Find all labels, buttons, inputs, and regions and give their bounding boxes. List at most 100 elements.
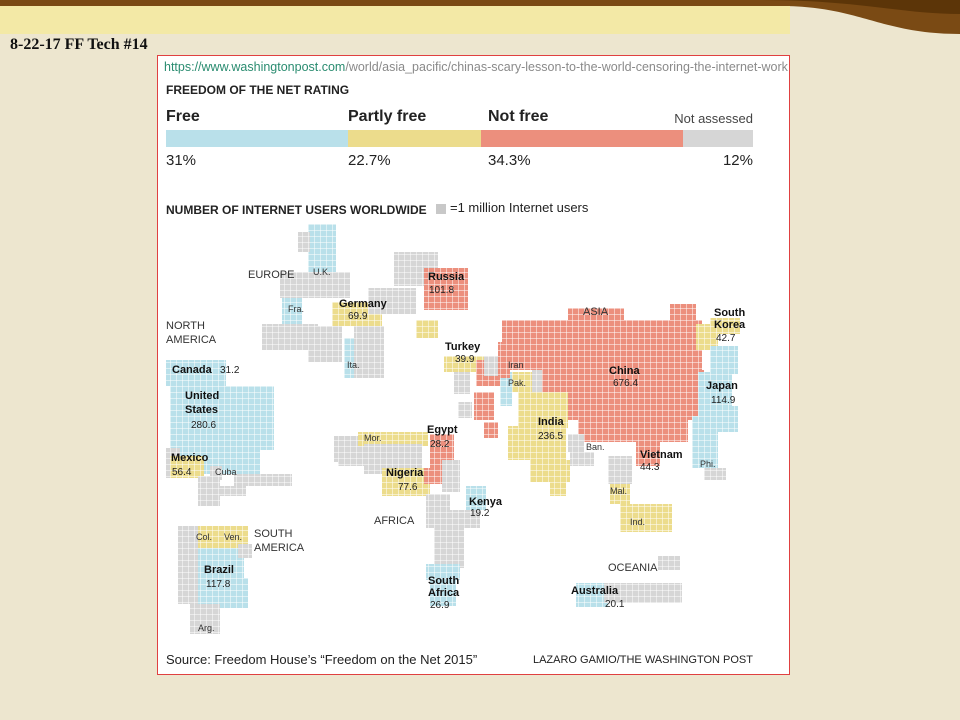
region-south-america-1: SOUTH [254,528,293,540]
value-us: 280.6 [191,420,216,431]
label-turkey: Turkey [445,341,481,353]
map-tile-grid [532,370,542,392]
url-text[interactable]: https://www.washingtonpost.com/world/asi… [164,60,788,74]
not-free-pct: 34.3% [488,152,531,169]
value-safrica: 26.9 [430,600,450,611]
value-nigeria: 77.6 [398,482,418,493]
map-tile-grid [216,486,246,496]
region-north-america-2: AMERICA [166,334,217,346]
rating-segment-1 [347,130,482,147]
map-tile-grid [308,224,336,274]
label-fra: Fra. [288,304,304,314]
url-path: /world/asia_pacific/chinas-scary-lesson-… [345,60,788,74]
map-tile-grid [434,528,464,568]
region-europe: EUROPE [248,269,294,281]
map-tile-grid [198,578,248,608]
map-tile-grid [430,580,456,606]
map-tile-grid [234,474,292,486]
label-mor: Mor. [364,433,382,443]
value-brazil: 117.8 [206,579,231,590]
map-tile-grid [568,308,624,322]
map-tile-grid [444,356,484,372]
region-south-america-2: AMERICA [254,542,305,554]
not-assessed-label: Not assessed [674,111,753,126]
map-tile-grid [718,406,738,432]
url-host: https://www.washingtonpost.com [164,60,346,74]
label-phi: Phi. [700,459,716,469]
rating-title: FREEDOM OF THE NET RATING [166,83,350,97]
map-tile-grid [210,466,222,480]
region-asia: ASIA [583,306,609,318]
map-tile-grid [658,556,680,570]
map-tile-grid [442,460,460,492]
rating-segment-0 [166,130,348,147]
label-egypt: Egypt [427,424,458,436]
map-tile-grid [704,468,726,480]
label-mal: Mal. [610,486,627,496]
map-tile-grid [338,450,364,466]
map-tile-grid [620,504,672,532]
label-safrica-1: South [428,575,459,587]
value-turkey: 39.9 [455,354,475,365]
tile-map: EUROPE NORTH AMERICA ASIA AFRICA SOUTH A… [166,224,746,634]
map-tile-grid [426,564,460,580]
region-north-america-1: NORTH [166,320,205,332]
label-ita: Ita. [347,360,360,370]
free-pct: 31% [166,152,197,169]
value-japan: 114.9 [711,395,736,406]
label-col: Col. [196,532,212,542]
label-cuba: Cuba [215,467,237,477]
value-canada: 31.2 [220,365,240,376]
map-tile-grid [610,484,630,504]
label-india: India [538,416,565,428]
label-germany: Germany [339,298,388,310]
label-japan: Japan [706,380,738,392]
rating-bar [166,130,753,147]
map-tile-grid [502,320,702,370]
map-tile-grid [238,544,252,558]
region-africa: AFRICA [374,515,415,527]
label-ind: Ind. [630,517,645,527]
value-mexico: 56.4 [172,467,192,478]
map-tile-grid [500,372,512,406]
label-ven: Ven. [224,532,242,542]
label-us-2: States [185,404,218,416]
map-tile-grid [178,526,200,604]
map-tile-grid [166,360,226,386]
label-china: China [609,365,640,377]
map-tile-grid [550,482,566,496]
value-china: 676.4 [613,378,638,389]
map-tile-grid [518,392,568,428]
article-screenshot: https://www.washingtonpost.com/world/asi… [157,55,790,675]
map-tile-grid [570,452,594,466]
value-australia: 20.1 [605,599,625,610]
map-tile-grid [426,494,450,528]
value-egypt: 28.2 [430,439,450,450]
map-tile-grid [710,346,738,374]
map-tile-grid [450,510,480,528]
map-tile-grid [170,456,204,478]
legend-text: =1 million Internet users [450,200,589,215]
map-tile-grid [354,326,384,378]
slide-header-band [0,0,960,34]
rating-segment-3 [682,130,753,147]
map-tile-grid [530,460,570,482]
credit-note: LAZARO GAMIO/THE WASHINGTON POST [532,654,753,666]
map-tile-grid [458,402,472,418]
value-germany: 69.9 [348,311,368,322]
label-us-1: United [185,390,219,402]
users-title: NUMBER OF INTERNET USERS WORLDWIDE [166,203,427,217]
map-tile-grid [454,372,470,394]
map-tile-grid [358,432,428,446]
map-tile-grid [424,268,468,310]
free-label: Free [166,108,200,125]
rating-segment-2 [481,130,683,147]
label-kenya: Kenya [469,496,503,508]
label-korea-2: Korea [714,319,746,331]
value-vietnam: 44.3 [640,462,660,473]
label-arg: Arg. [198,623,215,633]
source-note: Source: Freedom House’s “Freedom on the … [166,652,478,667]
map-tile-grid [198,548,244,578]
map-tile-grid [604,583,682,603]
partly-free-label: Partly free [348,108,427,125]
